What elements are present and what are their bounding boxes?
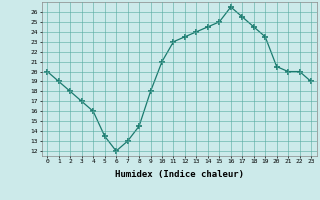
X-axis label: Humidex (Indice chaleur): Humidex (Indice chaleur) xyxy=(115,170,244,179)
